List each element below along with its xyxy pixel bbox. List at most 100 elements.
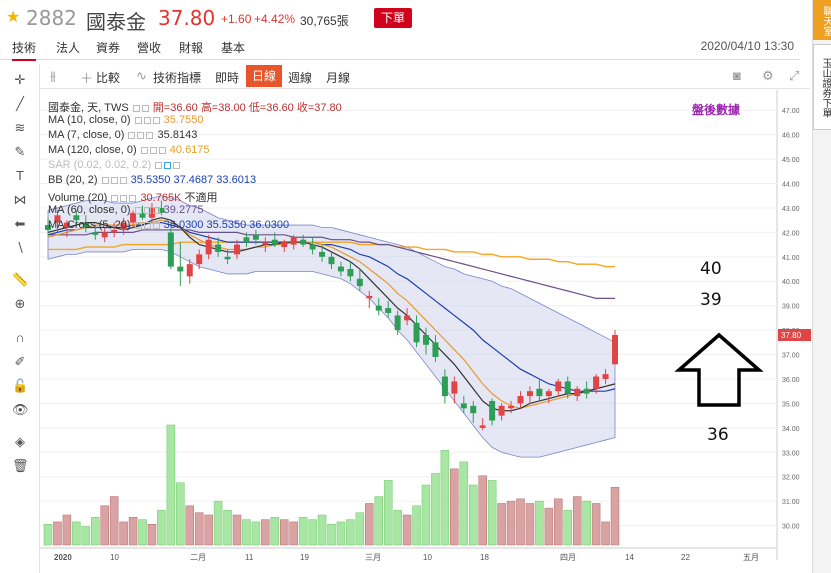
period-daily[interactable]: 日線 [246, 65, 283, 87]
gear-icon[interactable]: ⚙ [762, 68, 774, 83]
broker-order-button[interactable]: 玉山證券下單 [813, 44, 831, 130]
volume-bar [270, 517, 280, 546]
volume-bar [554, 498, 563, 546]
volume-bar [450, 468, 459, 546]
volume-bar [336, 521, 346, 546]
volume-bar [431, 473, 440, 546]
trend-line-icon[interactable]: ╱ [16, 96, 24, 111]
legend-sar: SAR (0.02, 0.02, 0.2) [48, 159, 181, 171]
layers-icon[interactable]: ◈ [15, 434, 25, 449]
candle-body [290, 237, 297, 245]
candle-body [224, 256, 231, 260]
candle-body [451, 381, 458, 394]
volume-bar [516, 498, 525, 546]
indicator-button[interactable]: 技術指標 [153, 71, 202, 85]
candle-body [423, 334, 429, 345]
annotation-36: 36 [707, 425, 729, 445]
price-tick-label: 47.00 [782, 108, 800, 115]
eye-icon[interactable]: 👁 [12, 402, 29, 417]
legend-ma10: MA (10, close, 0) 35.7550 [48, 114, 203, 126]
candle-body [356, 278, 363, 287]
volume-bar [459, 461, 469, 546]
candle-body [130, 212, 137, 223]
price-tick-label: 36.00 [782, 377, 800, 384]
volume-bar [43, 523, 53, 546]
tab-revenue[interactable]: 營收 [137, 41, 162, 55]
price-chart[interactable]: 30.00 31.00 32.00 33.00 34.00 35.00 36.00 37.00… [40, 90, 812, 573]
candle-body [470, 405, 477, 414]
candle-body [271, 239, 278, 245]
fib-icon[interactable]: ≋ [14, 120, 26, 135]
candle-body [281, 242, 288, 248]
pencil-lock-icon[interactable]: ✐ [14, 354, 26, 369]
candle-body [262, 242, 269, 245]
camera-icon[interactable]: ◙ [733, 68, 741, 83]
ma120-line [48, 241, 615, 268]
volume-bar [176, 482, 185, 546]
price-tick-label: 45.00 [782, 157, 800, 164]
volume-bar [582, 500, 591, 546]
volume-bar [591, 503, 601, 546]
price-tick-label: 35.00 [782, 401, 800, 408]
volume-bar [346, 519, 355, 546]
crosshair-icon[interactable]: ✛ [14, 72, 26, 87]
after-hours-label[interactable]: 盤後數據 [692, 103, 741, 117]
candle-body [385, 308, 392, 314]
tab-institutional[interactable]: 法人 [56, 41, 81, 55]
candle-type-icon[interactable]: ⫵ [50, 68, 56, 83]
ruler-icon[interactable]: 📏 [12, 272, 29, 287]
compare-icon[interactable]: ＋ [80, 71, 94, 86]
period-realtime[interactable]: 即時 [215, 71, 240, 85]
period-weekly[interactable]: 週線 [288, 71, 313, 85]
annotation-39: 39 [700, 290, 722, 310]
zoom-icon[interactable]: ⊕ [14, 296, 26, 311]
drawing-tools: ✛ ╱ ≋ ✎ T ⋈ ⬅ ∖ 📏 ⊕ ∩ ✐ 🔓 👁 ◈ 🗑 [0, 64, 40, 573]
lock-icon[interactable]: 🔓 [12, 378, 29, 393]
annotation-40: 40 [700, 259, 722, 279]
text-icon[interactable]: T [16, 168, 24, 183]
candle-body [347, 269, 354, 277]
volume-bar [563, 510, 572, 546]
trash-icon[interactable]: 🗑 [12, 458, 29, 473]
candle-body [498, 405, 505, 416]
chart-toolbar: ⫵ ＋ 比較 ∿ 技術指標 即時 日線 週線 月線 ◙ ⚙ ⤢ [40, 64, 810, 89]
price-tick-label: 41.00 [782, 255, 800, 262]
price-tick-label: 31.00 [782, 499, 800, 506]
indicator-icon[interactable]: ∿ [136, 68, 147, 83]
volume-bar [440, 450, 450, 546]
fullscreen-icon[interactable]: ⤢ [789, 68, 800, 83]
order-button[interactable]: 下單 [374, 8, 412, 28]
candle-body [111, 229, 118, 233]
volume-bar [421, 484, 431, 546]
legend-high: 高=38.00 [200, 102, 246, 114]
candle-body [602, 374, 609, 379]
legend-volume-label: Volume (20) [48, 192, 108, 204]
volume-bar [487, 480, 497, 546]
time-tick-label: 2020 [54, 553, 72, 562]
pattern-icon[interactable]: ⋈ [13, 192, 27, 207]
chat-room-button[interactable]: 聊天室 [813, 0, 831, 40]
candle-body [413, 322, 420, 343]
legend-ma7: MA (7, close, 0) 35.8143 [48, 129, 197, 141]
tab-technical[interactable]: 技術 [12, 39, 37, 61]
tab-basic[interactable]: 基本 [221, 41, 246, 55]
time-tick-label: 18 [480, 553, 489, 562]
period-monthly[interactable]: 月線 [326, 71, 351, 85]
arrow-icon[interactable]: ⬅ [14, 216, 26, 231]
legend-bb: BB (20, 2) 35.5350 37.4687 33.6013 [48, 174, 256, 186]
candle-body [337, 266, 344, 272]
candle-body [167, 232, 174, 267]
data-timestamp: 2020/04/10 13:30 [700, 39, 794, 53]
volume-bar [544, 507, 554, 546]
candle-body [526, 391, 533, 397]
star-icon[interactable]: ★ [6, 9, 21, 26]
compare-button[interactable]: 比較 [96, 71, 121, 85]
eraser-icon[interactable]: ∖ [15, 240, 25, 255]
candle-body [101, 232, 108, 238]
tab-margin[interactable]: 資券 [96, 41, 121, 55]
magnet-icon[interactable]: ∩ [15, 330, 25, 345]
volume-bar [147, 523, 157, 546]
tab-financials[interactable]: 財報 [179, 41, 204, 55]
brush-icon[interactable]: ✎ [14, 144, 26, 159]
price-change-percent: +4.42% [254, 12, 296, 26]
